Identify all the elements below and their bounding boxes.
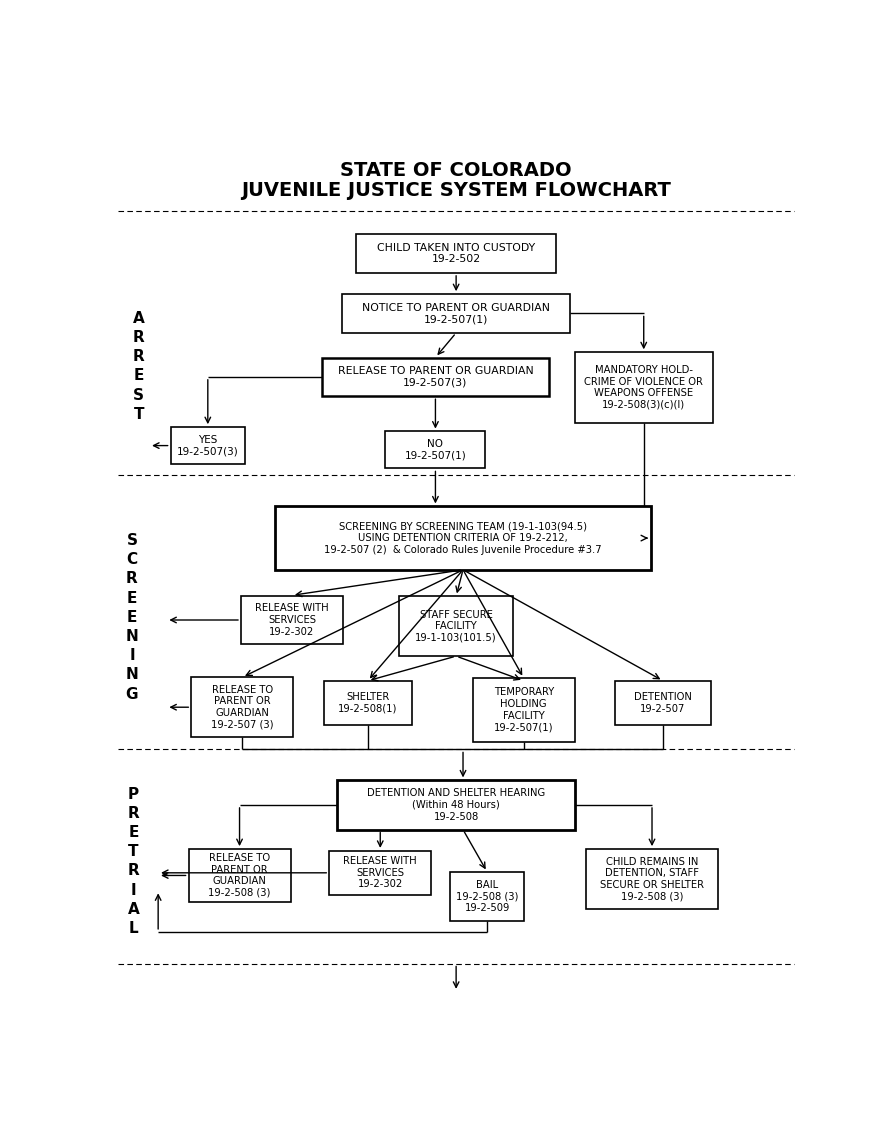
FancyBboxPatch shape — [189, 849, 291, 901]
Text: CHILD TAKEN INTO CUSTODY
19-2-502: CHILD TAKEN INTO CUSTODY 19-2-502 — [377, 243, 535, 264]
Text: STAFF SECURE
FACILITY
19-1-103(101.5): STAFF SECURE FACILITY 19-1-103(101.5) — [416, 610, 497, 643]
Text: STATE OF COLORADO: STATE OF COLORADO — [340, 161, 572, 181]
Text: P
R
E
T
R
I
A
L: P R E T R I A L — [127, 787, 139, 936]
Text: TEMPORARY
HOLDING
FACILITY
19-2-507(1): TEMPORARY HOLDING FACILITY 19-2-507(1) — [494, 688, 554, 732]
Text: RELEASE TO
PARENT OR
GUARDIAN
19-2-508 (3): RELEASE TO PARENT OR GUARDIAN 19-2-508 (… — [208, 853, 271, 898]
Text: BAIL
19-2-508 (3)
19-2-509: BAIL 19-2-508 (3) 19-2-509 — [456, 880, 518, 913]
FancyBboxPatch shape — [615, 681, 711, 725]
Text: S
C
R
E
E
N
I
N
G: S C R E E N I N G — [125, 533, 138, 701]
Text: RELEASE TO PARENT OR GUARDIAN
19-2-507(3): RELEASE TO PARENT OR GUARDIAN 19-2-507(3… — [337, 366, 533, 388]
Text: JUVENILE JUSTICE SYSTEM FLOWCHART: JUVENILE JUSTICE SYSTEM FLOWCHART — [241, 181, 671, 200]
Text: CHILD REMAINS IN
DETENTION, STAFF
SECURE OR SHELTER
19-2-508 (3): CHILD REMAINS IN DETENTION, STAFF SECURE… — [600, 857, 704, 901]
FancyBboxPatch shape — [343, 294, 570, 333]
Text: SCREENING BY SCREENING TEAM (19-1-103(94.5)
USING DETENTION CRITERIA OF 19-2-212: SCREENING BY SCREENING TEAM (19-1-103(94… — [324, 522, 602, 555]
Text: NOTICE TO PARENT OR GUARDIAN
19-2-507(1): NOTICE TO PARENT OR GUARDIAN 19-2-507(1) — [362, 303, 550, 324]
Text: SHELTER
19-2-508(1): SHELTER 19-2-508(1) — [338, 692, 398, 714]
FancyBboxPatch shape — [275, 507, 651, 570]
Text: DETENTION AND SHELTER HEARING
(Within 48 Hours)
19-2-508: DETENTION AND SHELTER HEARING (Within 48… — [367, 788, 546, 821]
FancyBboxPatch shape — [575, 352, 713, 422]
FancyBboxPatch shape — [329, 851, 432, 895]
Text: DETENTION
19-2-507: DETENTION 19-2-507 — [634, 692, 692, 714]
FancyBboxPatch shape — [473, 678, 575, 741]
FancyBboxPatch shape — [586, 849, 718, 909]
FancyBboxPatch shape — [321, 357, 549, 396]
Text: NO
19-2-507(1): NO 19-2-507(1) — [405, 439, 466, 461]
FancyBboxPatch shape — [356, 235, 556, 273]
FancyBboxPatch shape — [450, 872, 524, 921]
FancyBboxPatch shape — [400, 596, 513, 657]
Text: YES
19-2-507(3): YES 19-2-507(3) — [177, 435, 239, 456]
Text: RELEASE WITH
SERVICES
19-2-302: RELEASE WITH SERVICES 19-2-302 — [255, 603, 328, 636]
FancyBboxPatch shape — [191, 677, 294, 737]
Text: A
R
R
E
S
T: A R R E S T — [133, 311, 145, 422]
FancyBboxPatch shape — [337, 780, 575, 829]
FancyBboxPatch shape — [385, 431, 485, 469]
FancyBboxPatch shape — [324, 681, 412, 725]
Text: MANDATORY HOLD-
CRIME OF VIOLENCE OR
WEAPONS OFFENSE
19-2-508(3)(c)(I): MANDATORY HOLD- CRIME OF VIOLENCE OR WEA… — [585, 365, 703, 410]
Text: RELEASE TO
PARENT OR
GUARDIAN
19-2-507 (3): RELEASE TO PARENT OR GUARDIAN 19-2-507 (… — [211, 685, 273, 730]
Text: RELEASE WITH
SERVICES
19-2-302: RELEASE WITH SERVICES 19-2-302 — [344, 856, 417, 889]
FancyBboxPatch shape — [241, 596, 343, 644]
FancyBboxPatch shape — [171, 427, 245, 464]
